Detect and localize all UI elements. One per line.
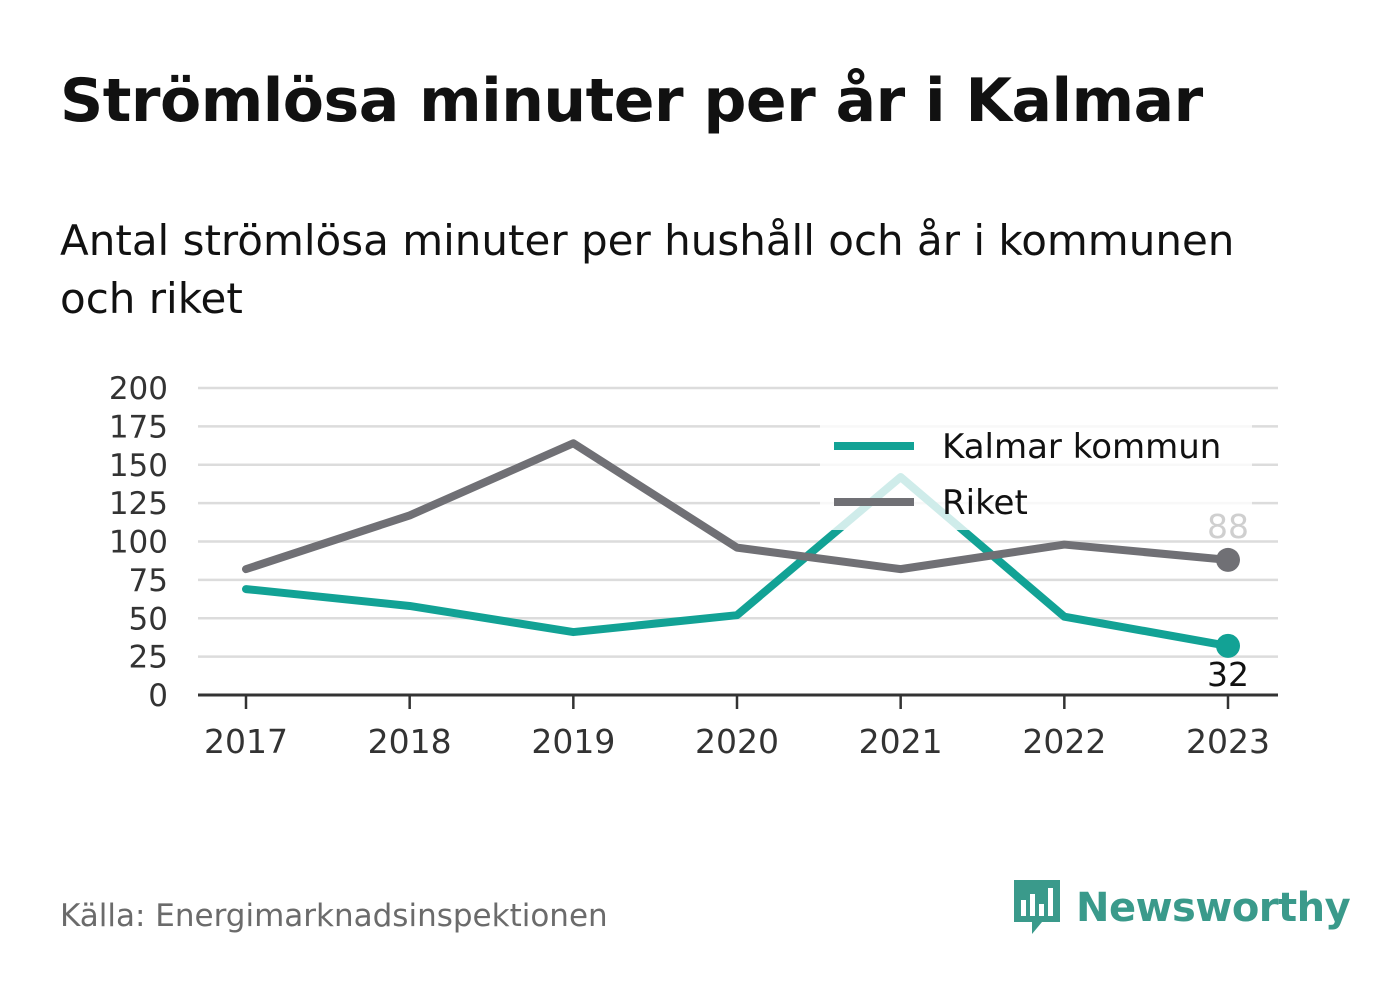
legend-label: Kalmar kommun	[942, 427, 1221, 467]
brand-name: Newsworthy	[1076, 885, 1351, 931]
legend-label: Riket	[942, 483, 1028, 523]
x-tick-label: 2018	[368, 722, 452, 761]
x-tick-label: 2023	[1186, 722, 1270, 761]
series-end-marker-0	[1216, 633, 1240, 658]
y-tick-label: 75	[129, 563, 168, 599]
brand-logo: Newsworthy	[1012, 878, 1351, 938]
x-tick-label: 2022	[1022, 722, 1106, 761]
series-end-marker-1	[1216, 547, 1240, 572]
x-tick-label: 2017	[204, 722, 288, 761]
y-tick-label: 200	[109, 371, 168, 407]
y-tick-label: 100	[109, 525, 168, 561]
x-axis-ticks: 2017 2018 2019 2020 2021 2022 2023	[204, 695, 1270, 761]
newsworthy-logo-icon	[1014, 880, 1060, 934]
chart-subtitle: Antal strömlösa minuter per hushåll och …	[60, 216, 1235, 323]
y-tick-label: 125	[109, 486, 168, 522]
end-labels: 32 88	[1207, 507, 1249, 694]
x-tick-label: 2021	[859, 722, 943, 761]
source-note: Källa: Energimarknadsinspektionen	[60, 898, 608, 934]
x-tick-label: 2020	[695, 722, 779, 761]
end-label-riket: 88	[1207, 507, 1249, 546]
series-line-0	[242, 473, 1232, 650]
y-tick-label: 25	[129, 640, 168, 676]
y-tick-label: 0	[148, 678, 168, 714]
legend-background	[820, 418, 1252, 530]
y-tick-label: 175	[109, 409, 168, 445]
y-tick-label: 150	[109, 448, 168, 484]
series-line-1	[242, 439, 1232, 574]
legend: Kalmar kommun Riket	[820, 418, 1252, 530]
y-tick-label: 50	[129, 601, 168, 637]
x-tick-label: 2019	[531, 722, 615, 761]
chart-title: Strömlösa minuter per år i Kalmar	[60, 66, 1203, 136]
series-lines	[242, 439, 1240, 658]
end-label-kalmar: 32	[1207, 655, 1249, 694]
